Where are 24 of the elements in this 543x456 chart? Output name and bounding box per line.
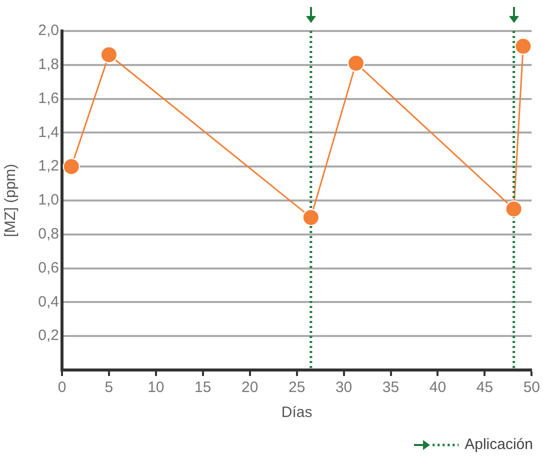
y-tick-label: 0,2 — [38, 327, 59, 344]
x-tick-label: 15 — [194, 379, 212, 396]
y-tick-label: 1,8 — [38, 56, 59, 74]
x-tick-label: 40 — [429, 379, 446, 396]
x-tick-label: 10 — [148, 379, 164, 396]
y-tick-label: 0,8 — [38, 226, 59, 243]
legend-label: Aplicación — [464, 436, 533, 454]
x-tick-label: 50 — [523, 379, 540, 396]
x-tick-label: 5 — [104, 379, 114, 396]
x-axis-title: Días — [281, 404, 312, 422]
y-tick-label: 2,0 — [38, 22, 59, 40]
x-tick-label: 20 — [242, 379, 258, 396]
y-axis-title: [MZ] (ppm) — [2, 164, 20, 238]
x-tick-label: 35 — [382, 379, 400, 396]
y-tick-label: 1,0 — [38, 192, 59, 209]
y-tick-label: 0,6 — [38, 259, 59, 276]
x-tick-label: 30 — [335, 379, 352, 396]
y-tick-label: 1,2 — [38, 158, 59, 175]
x-tick-label: 45 — [476, 379, 494, 396]
y-tick-label: 1,4 — [38, 124, 59, 141]
y-tick-label: 1,6 — [38, 90, 59, 107]
x-tick-label: 0 — [58, 379, 66, 396]
y-tick-label: 0,4 — [38, 293, 59, 310]
x-tick-label: 25 — [288, 379, 306, 396]
